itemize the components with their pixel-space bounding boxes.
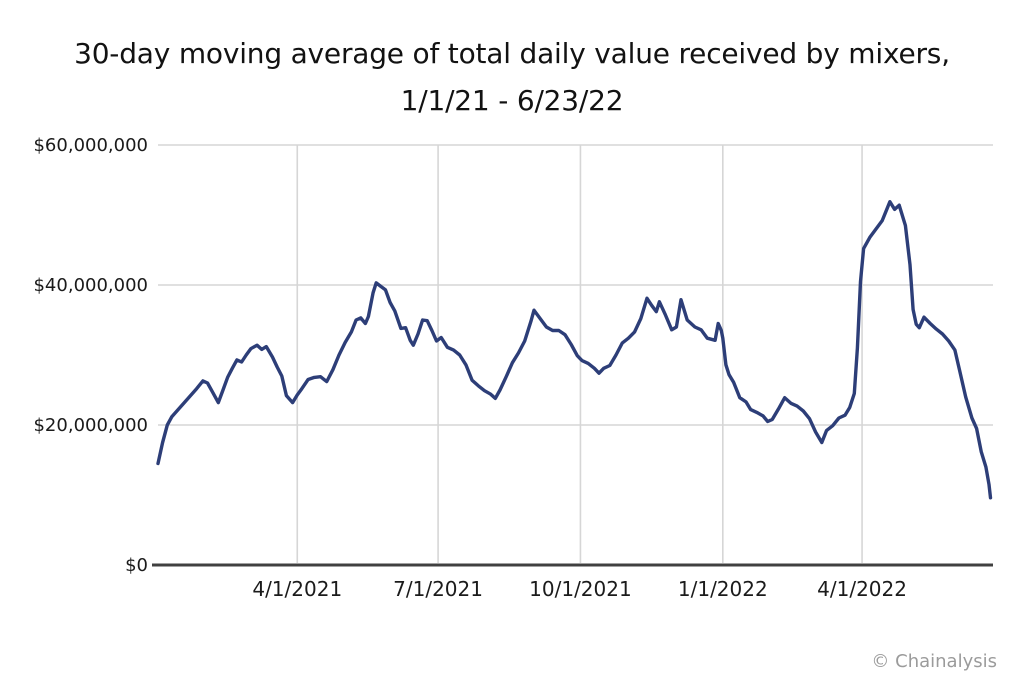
x-tick-label: 10/1/2021 <box>529 577 632 601</box>
chart-title-line1: 30-day moving average of total daily val… <box>74 37 950 70</box>
y-tick-label: $0 <box>125 555 148 576</box>
data-line <box>156 200 993 500</box>
chainalysis-watermark: © Chainalysis <box>871 651 997 672</box>
x-tick-label: 4/1/2022 <box>817 577 907 601</box>
chart-title: 30-day moving average of total daily val… <box>0 30 1024 124</box>
x-tick-label: 4/1/2021 <box>252 577 342 601</box>
chart-title-line2: 1/1/21 - 6/23/22 <box>400 84 624 117</box>
y-tick-label: $40,000,000 <box>33 275 148 296</box>
x-tick-label: 7/1/2021 <box>393 577 483 601</box>
x-tick-label: 1/1/2022 <box>678 577 768 601</box>
y-tick-label: $60,000,000 <box>33 135 148 156</box>
y-tick-label: $20,000,000 <box>33 415 148 436</box>
